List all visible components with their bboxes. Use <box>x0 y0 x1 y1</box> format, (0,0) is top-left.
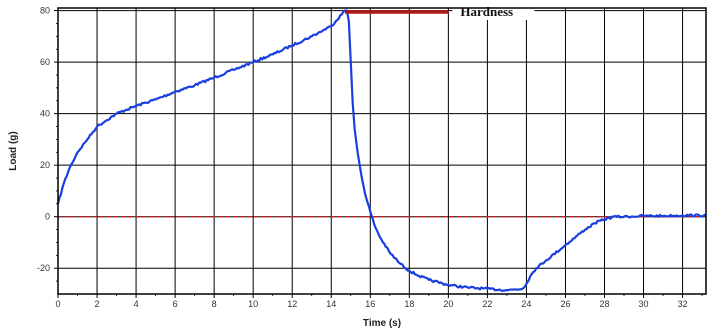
x-tick-label-9: 18 <box>404 299 414 309</box>
x-tick-label-0: 0 <box>55 299 60 309</box>
x-tick-label-14: 28 <box>599 299 609 309</box>
plot-frame <box>57 7 707 295</box>
annotation-background <box>452 2 535 20</box>
x-tick-label-13: 26 <box>560 299 570 309</box>
x-tick-label-12: 24 <box>521 299 531 309</box>
x-tick-label-16: 32 <box>678 299 688 309</box>
series-layer <box>56 9 707 292</box>
x-tick-label-7: 14 <box>326 299 336 309</box>
x-tick-label-6: 12 <box>287 299 297 309</box>
x-tick-label-5: 10 <box>248 299 258 309</box>
x-axis-label: Time (s) <box>363 318 401 329</box>
x-tick-label-4: 8 <box>212 299 217 309</box>
y-tick-label-5: 80 <box>40 6 50 16</box>
y-tick-label-2: 20 <box>40 160 50 170</box>
y-tick-label-0: -20 <box>37 263 50 273</box>
grid <box>54 8 706 298</box>
x-tick-label-8: 16 <box>365 299 375 309</box>
y-axis-label: Load (g) <box>8 131 19 170</box>
x-tick-label-11: 22 <box>482 299 492 309</box>
x-tick-label-15: 30 <box>639 299 649 309</box>
annotations: Hardness <box>344 2 535 20</box>
y-tick-label-4: 60 <box>40 57 50 67</box>
y-tick-label-1: 0 <box>45 212 50 222</box>
y-tick-labels: -20 0 20 40 60 80 <box>37 6 50 274</box>
y-tick-label-3: 40 <box>40 109 50 119</box>
x-tick-label-1: 2 <box>95 299 100 309</box>
series-line-0 <box>56 9 707 292</box>
x-tick-labels: 0 2 4 6 8 10 12 14 16 18 20 22 24 26 28 30 32 <box>55 299 687 309</box>
x-tick-label-3: 6 <box>173 299 178 309</box>
hardness-annotation: Hardness <box>460 4 513 19</box>
x-tick-label-2: 4 <box>134 299 139 309</box>
x-tick-label-10: 20 <box>443 299 453 309</box>
